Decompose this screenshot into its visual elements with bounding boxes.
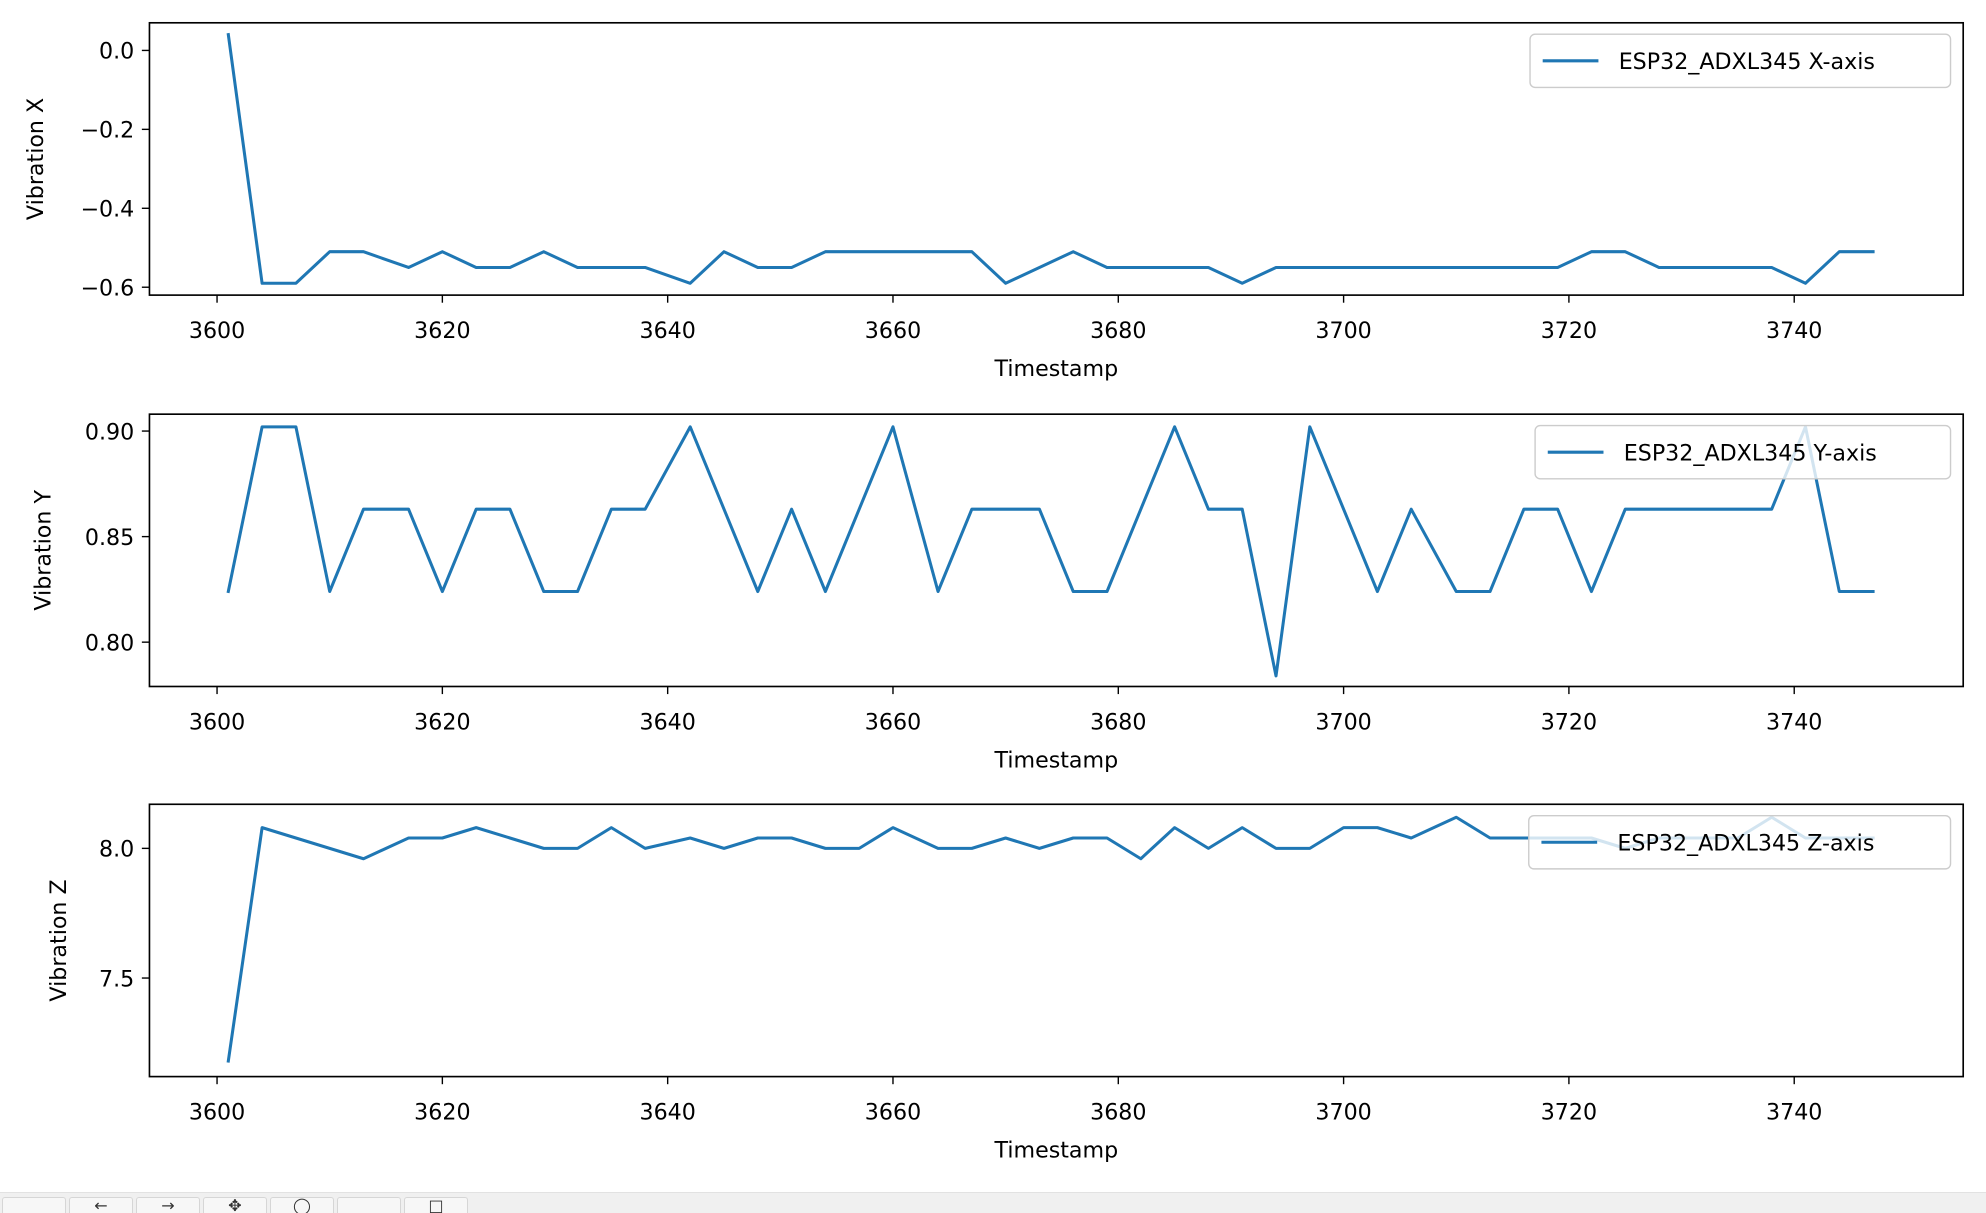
x-tick-label: 3700 [1315, 1100, 1371, 1126]
x-tick-label: 3600 [189, 1100, 245, 1126]
pan-icon: ✥ [228, 1196, 242, 1213]
x-tick-label: 3660 [865, 1100, 921, 1126]
x-tick-label: 3700 [1315, 710, 1371, 736]
x-tick-label: 3620 [414, 710, 470, 736]
configure-subplots-button[interactable] [337, 1197, 401, 1213]
y-tick-label: −0.4 [80, 197, 134, 223]
x-tick-label: 3740 [1766, 710, 1822, 736]
legend-label: ESP32_ADXL345 Z-axis [1617, 831, 1874, 857]
series-line-2-1 [226, 425, 1875, 678]
legend-box [1529, 33, 1952, 89]
save-icon: □ [428, 1196, 444, 1213]
legend-label: ESP32_ADXL345 Y-axis [1624, 440, 1877, 466]
x-axis-label: Timestamp [993, 748, 1118, 774]
y-axis-label: Vibration Y [31, 490, 57, 611]
y-tick-label: 0.80 [85, 630, 134, 656]
y-axis-label: Vibration Z [46, 879, 72, 1001]
x-tick-label: 3680 [1090, 1100, 1146, 1126]
x-tick-label: 3640 [639, 1100, 695, 1126]
x-tick-label: 3640 [639, 710, 695, 736]
y-tick-label: 0.90 [85, 419, 134, 445]
save-button[interactable]: □ [404, 1197, 468, 1213]
y-tick-label: 8.0 [99, 837, 134, 863]
x-tick-label: 3720 [1541, 710, 1597, 736]
y-tick-label: 0.85 [85, 525, 134, 551]
x-tick-label: 3700 [1315, 318, 1371, 344]
x-tick-label: 3680 [1090, 710, 1146, 736]
legend: ESP32_ADXL345 X-axis [1529, 33, 1952, 89]
back-arrow-icon: ← [94, 1196, 108, 1213]
forward-arrow-icon: → [161, 1196, 175, 1213]
x-tick-label: 3660 [865, 710, 921, 736]
subplot-vibration-z: 3600 3620 3640 3660 3680 3700 3720 3740 8.0 7.5 Ti… [46, 803, 1965, 1164]
axes-frame [148, 21, 1965, 296]
zoom-button[interactable]: ◯ [270, 1197, 334, 1213]
x-tick-label: 3620 [414, 1100, 470, 1126]
figure-toolbar: ← → ✥ ◯ □ [0, 1192, 1986, 1213]
forward-arrow-button[interactable]: → [136, 1197, 200, 1213]
y-axis-label: Vibration X [23, 98, 49, 220]
y-tick-label: −0.2 [80, 118, 134, 144]
series-line-1-1 [226, 32, 1875, 285]
axes-frame [148, 413, 1965, 688]
x-tick-label: 3720 [1541, 318, 1597, 344]
legend-box [1534, 424, 1952, 480]
axes-frame [148, 803, 1965, 1078]
x-tick-label: 3600 [189, 710, 245, 736]
x-axis-label: Timestamp [993, 1138, 1118, 1164]
y-tick-label: 7.5 [99, 966, 134, 992]
legend-box [1528, 814, 1952, 870]
subplot-vibration-x: 3600 3620 3640 3660 3680 3700 3720 3740 0.0 −0.2 −… [23, 21, 1965, 382]
x-tick-label: 3720 [1541, 1100, 1597, 1126]
back-arrow-button[interactable]: ← [69, 1197, 133, 1213]
x-tick-label: 3600 [189, 318, 245, 344]
y-tick-label: −0.6 [80, 275, 134, 301]
x-tick-label: 3680 [1090, 318, 1146, 344]
x-tick-label: 3740 [1766, 318, 1822, 344]
x-tick-label: 3740 [1766, 1100, 1822, 1126]
y-tick-label: 0.0 [99, 39, 134, 65]
legend: ESP32_ADXL345 Y-axis [1534, 424, 1952, 480]
x-axis-label: Timestamp [993, 356, 1118, 382]
home-button[interactable] [2, 1197, 66, 1213]
pan-button[interactable]: ✥ [203, 1197, 267, 1213]
x-tick-label: 3620 [414, 318, 470, 344]
legend-label: ESP32_ADXL345 X-axis [1619, 49, 1875, 75]
zoom-icon: ◯ [293, 1196, 311, 1213]
x-tick-label: 3660 [865, 318, 921, 344]
legend: ESP32_ADXL345 Z-axis [1528, 814, 1952, 870]
x-tick-label: 3640 [639, 318, 695, 344]
subplot-vibration-y: 3600 3620 3640 3660 3680 3700 3720 3740 0.90 0.85… [31, 413, 1965, 774]
